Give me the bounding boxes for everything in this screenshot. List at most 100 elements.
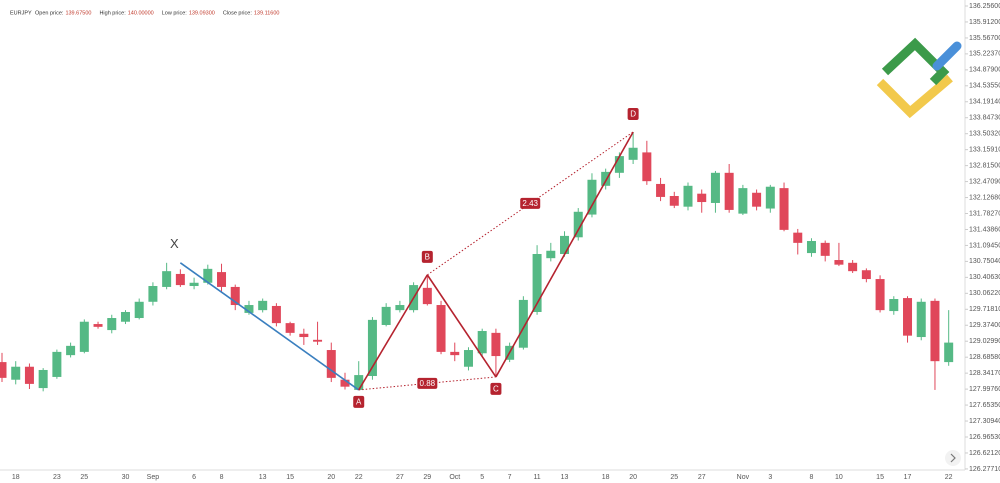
scroll-button[interactable]: [945, 450, 961, 466]
point-label: D: [630, 110, 636, 119]
y-tick-label: 133.84730: [969, 115, 1000, 122]
ratio-label: 0.88: [420, 379, 436, 388]
candle-body: [642, 152, 652, 182]
point-label: X: [170, 236, 179, 251]
x-tick-label: Nov: [737, 474, 750, 481]
candle-body: [916, 301, 926, 338]
x-tick-label: 25: [670, 474, 678, 481]
ratio-box: [520, 197, 541, 209]
x-tick-label: 6: [192, 474, 196, 481]
candle-body: [162, 271, 172, 287]
candle-body: [203, 268, 213, 283]
candle-body: [134, 301, 144, 319]
logo-yellow: [876, 74, 953, 119]
candle-body: [491, 332, 501, 357]
header-value: 140.00000: [128, 10, 154, 16]
candle-body: [24, 366, 34, 384]
candle-body: [628, 147, 638, 160]
scroll-button-bg[interactable]: [945, 450, 961, 466]
candle-body: [299, 333, 309, 338]
logo-green: [881, 37, 950, 86]
y-tick-label: 126.62120: [969, 450, 1000, 457]
header-value: 139.09300: [189, 10, 215, 16]
y-tick-label: 129.71810: [969, 306, 1000, 313]
x-tick-label: 7: [508, 474, 512, 481]
x-tick-label: 18: [602, 474, 610, 481]
y-tick-label: 133.50320: [969, 131, 1000, 138]
pattern-leg: [495, 131, 634, 378]
ratio-box: [417, 377, 438, 389]
candle-body: [889, 298, 899, 312]
symbol: EURJPY: [10, 10, 32, 16]
candle-body: [848, 262, 858, 272]
x-tick-label: 17: [904, 474, 912, 481]
x-tick-label: 15: [876, 474, 884, 481]
y-tick-label: 131.78270: [969, 210, 1000, 217]
y-tick-label: 133.15910: [969, 147, 1000, 154]
candle-body: [340, 379, 350, 387]
y-tick-label: 127.99760: [969, 386, 1000, 393]
candle-body: [189, 282, 199, 287]
scroll-arrow[interactable]: [950, 453, 956, 463]
candle-body: [587, 179, 597, 215]
x-tick-label: 25: [80, 474, 88, 481]
x-tick-label: 27: [396, 474, 404, 481]
candle-body: [944, 342, 954, 363]
y-tick-label: 129.02990: [969, 338, 1000, 345]
y-tick-label: 130.75040: [969, 258, 1000, 265]
y-tick-label: 131.09450: [969, 242, 1000, 249]
candle-body: [793, 232, 803, 243]
candle-body: [258, 300, 268, 311]
y-tick-label: 135.91200: [969, 19, 1000, 26]
y-tick-label: 134.53550: [969, 83, 1000, 90]
x-tick-label: 27: [698, 474, 706, 481]
x-tick-label: 3: [768, 474, 772, 481]
candle-body: [861, 270, 871, 280]
y-tick-label: 128.34170: [969, 370, 1000, 377]
candle-body: [107, 318, 117, 331]
y-tick-label: 134.19140: [969, 99, 1000, 106]
x-tick-label: 8: [220, 474, 224, 481]
candle-body: [532, 253, 542, 312]
candle-body: [903, 298, 913, 336]
candle-body: [120, 311, 130, 322]
candle-body: [436, 305, 446, 352]
x-tick-label: Oct: [449, 474, 460, 481]
x-tick-label: 20: [629, 474, 637, 481]
logo-blue: [932, 41, 962, 71]
x-tick-label: 10: [835, 474, 843, 481]
x-tick-label: 11: [533, 474, 540, 481]
y-tick-label: 136.25600: [969, 3, 1000, 10]
y-tick-label: 127.30940: [969, 418, 1000, 425]
candle-body: [601, 171, 611, 186]
y-tick-label: 128.68580: [969, 354, 1000, 361]
candle-body: [614, 156, 624, 173]
candle-body: [11, 366, 21, 380]
candle-body: [217, 272, 227, 287]
candle-body: [752, 192, 762, 207]
point-box: [627, 107, 639, 120]
y-tick-label: 130.40630: [969, 274, 1000, 281]
header-value: 139.11600: [254, 10, 280, 16]
header-label: Low price:: [162, 10, 188, 16]
point-label: B: [425, 252, 430, 261]
candle-body: [683, 185, 693, 207]
candle-body: [79, 321, 89, 352]
candle-body: [422, 287, 432, 305]
point-box: [421, 250, 433, 263]
y-tick-label: 131.43860: [969, 226, 1000, 233]
candle-body: [765, 186, 775, 209]
x-tick-label: Sep: [147, 474, 160, 481]
candle-body: [395, 305, 405, 311]
candle-body: [148, 286, 158, 302]
y-tick-label: 126.96530: [969, 434, 1000, 441]
candle-body: [834, 260, 844, 265]
candle-body: [354, 375, 364, 390]
y-tick-label: 130.06220: [969, 290, 1000, 297]
candle-body: [271, 305, 281, 324]
candle-body: [875, 279, 885, 311]
xa-leg: [179, 262, 360, 391]
y-tick-label: 135.22370: [969, 51, 1000, 58]
candle-body: [285, 323, 295, 333]
